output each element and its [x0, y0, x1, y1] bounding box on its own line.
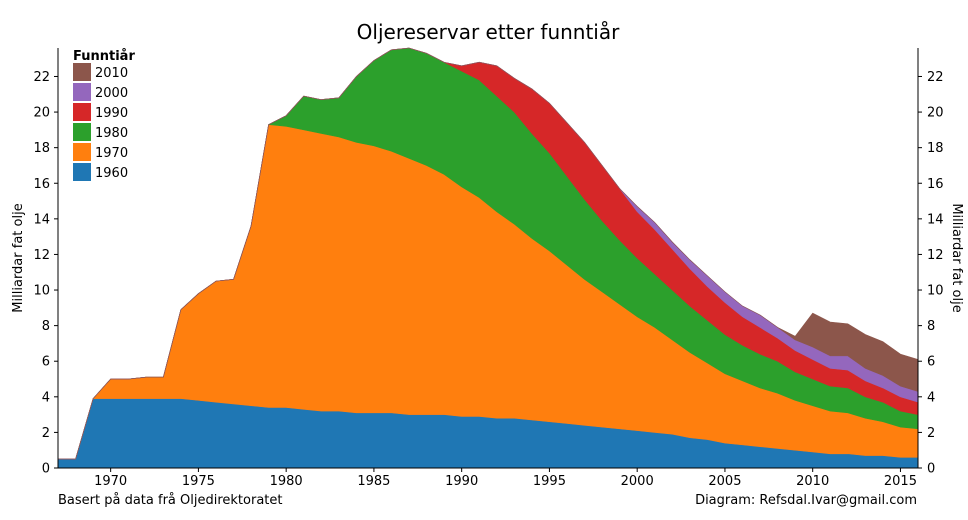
y-tick-label-right: 20: [927, 106, 944, 121]
y-tick-label-right: 4: [927, 390, 935, 405]
y-tick-label-right: 16: [927, 177, 944, 192]
y-tick-label-right: 14: [927, 212, 944, 227]
y-tick-label-left: 14: [33, 212, 50, 227]
legend-swatch: [73, 103, 91, 121]
x-tick-label: 2010: [796, 474, 829, 489]
area-layers: [57, 47, 919, 469]
legend-item-1980: 1980: [73, 123, 128, 141]
y-tick-label-left: 12: [33, 248, 50, 263]
x-tick-label: 1975: [182, 474, 215, 489]
legend-swatch: [73, 143, 91, 161]
legend-item-1970: 1970: [73, 143, 128, 161]
x-tick-label: 1990: [445, 474, 478, 489]
legend-swatch: [73, 63, 91, 81]
y-tick-label-right: 6: [927, 355, 935, 370]
legend-item-1990: 1990: [73, 103, 128, 121]
y-tick-label-left: 6: [42, 355, 50, 370]
y-tick-label-right: 18: [927, 141, 944, 156]
y-tick-label-left: 8: [42, 319, 50, 334]
legend-swatch: [73, 83, 91, 101]
y-axis-title-right: Milliardar fat olje: [949, 203, 964, 312]
y-tick-label-right: 10: [927, 284, 944, 299]
legend: Funntiår 2010 2000 1990 1980 1970 1960: [73, 49, 135, 181]
legend-label: 1990: [95, 106, 128, 121]
x-tick-label: 1980: [270, 474, 303, 489]
legend-item-2010: 2010: [73, 63, 128, 81]
legend-title: Funntiår: [73, 49, 135, 64]
chart-title: Oljereservar etter funntiår: [357, 20, 620, 44]
y-tick-label-right: 8: [927, 319, 935, 334]
y-tick-label-right: 12: [927, 248, 944, 263]
x-tick-label: 2005: [708, 474, 741, 489]
x-tick-label: 1995: [533, 474, 566, 489]
legend-label: 1980: [95, 126, 128, 141]
legend-swatch: [73, 163, 91, 181]
y-tick-label-right: 22: [927, 70, 944, 85]
footer-credit: Diagram: Refsdal.Ivar@gmail.com: [695, 493, 917, 508]
y-tick-label-left: 18: [33, 141, 50, 156]
x-tick-label: 1985: [357, 474, 390, 489]
y-tick-label-left: 0: [42, 462, 50, 477]
y-tick-label-left: 20: [33, 106, 50, 121]
x-tick-label: 1970: [94, 474, 127, 489]
legend-label: 1960: [95, 166, 128, 181]
y-tick-label-left: 10: [33, 284, 50, 299]
legend-label: 1970: [95, 146, 128, 161]
x-tick-label: 2015: [884, 474, 917, 489]
y-tick-label-right: 0: [927, 462, 935, 477]
y-tick-label-left: 2: [42, 426, 50, 441]
legend-item-1960: 1960: [73, 163, 128, 181]
y-tick-label-left: 4: [42, 390, 50, 405]
legend-label: 2010: [95, 66, 128, 81]
x-tick-label: 2000: [621, 474, 654, 489]
y-tick-label-right: 2: [927, 426, 935, 441]
y-tick-label-left: 16: [33, 177, 50, 192]
legend-label: 2000: [95, 86, 128, 101]
footer-source: Basert på data frå Oljedirektoratet: [58, 493, 282, 508]
y-tick-label-left: 22: [33, 70, 50, 85]
legend-swatch: [73, 123, 91, 141]
legend-item-2000: 2000: [73, 83, 128, 101]
y-axis-title-left: Milliardar fat olje: [11, 203, 26, 312]
